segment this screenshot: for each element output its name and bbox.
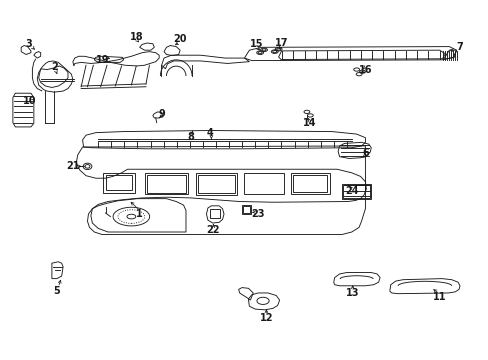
Text: 15: 15 (249, 39, 263, 49)
Bar (195, 173, 237, 195)
Bar (343, 185, 369, 198)
Bar (293, 175, 327, 192)
Bar (105, 175, 132, 190)
Text: 3: 3 (25, 39, 32, 49)
Bar (242, 205, 250, 214)
Text: 7: 7 (456, 42, 463, 52)
Text: 13: 13 (346, 288, 359, 298)
Text: 5: 5 (53, 286, 60, 296)
Text: 2: 2 (51, 62, 58, 72)
Text: 11: 11 (432, 292, 446, 302)
Text: 14: 14 (302, 118, 315, 128)
Text: 19: 19 (96, 55, 110, 65)
Bar (103, 173, 135, 193)
Text: 10: 10 (23, 96, 37, 106)
Text: 20: 20 (173, 35, 186, 44)
Bar (147, 175, 185, 193)
Text: 1: 1 (136, 209, 143, 219)
Text: 16: 16 (358, 64, 371, 75)
Text: 8: 8 (187, 132, 194, 142)
Bar (243, 206, 249, 213)
Bar (341, 184, 370, 199)
Bar (144, 173, 188, 194)
Text: 18: 18 (129, 32, 143, 41)
Text: 21: 21 (66, 161, 80, 171)
Text: 22: 22 (206, 225, 220, 235)
Bar (290, 173, 329, 194)
Text: 24: 24 (345, 186, 358, 197)
Text: 6: 6 (361, 148, 368, 158)
Bar (198, 175, 234, 193)
Bar (244, 173, 283, 194)
Text: 17: 17 (274, 38, 288, 48)
Text: 4: 4 (206, 129, 213, 138)
Text: 12: 12 (259, 313, 273, 323)
Text: 23: 23 (251, 209, 264, 219)
Bar (210, 209, 220, 218)
Text: 9: 9 (158, 109, 164, 119)
